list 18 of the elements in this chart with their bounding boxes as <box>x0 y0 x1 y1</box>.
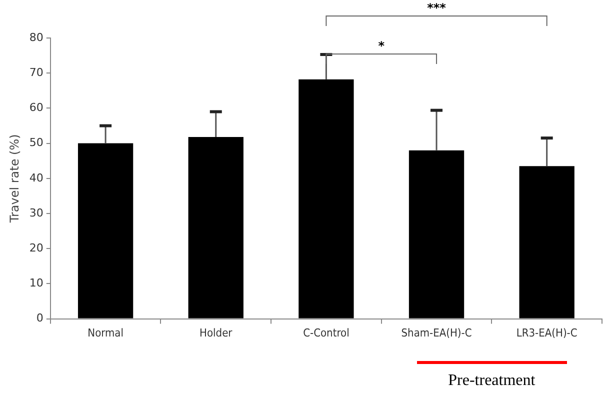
y-tick-label: 30 <box>29 206 44 220</box>
text: Pre-treatment <box>448 372 536 390</box>
y-tick-label: 0 <box>36 312 44 325</box>
y-tick-label: 50 <box>29 136 44 150</box>
text: *** <box>427 1 447 16</box>
x-tick-label: Normal <box>88 326 124 340</box>
y-tick-label: 60 <box>29 101 44 114</box>
y-tick-label: 80 <box>29 30 44 44</box>
y-tick-label: 70 <box>29 66 44 79</box>
x-tick-label: C-Control <box>303 326 350 340</box>
y-axis-title: Travel rate (%) <box>7 134 22 224</box>
y-tick-label: 20 <box>29 241 44 254</box>
x-tick-label: Sham-EA(H)-C <box>401 326 472 340</box>
x-tick-label: Holder <box>200 326 234 340</box>
y-tick-label: 40 <box>29 171 44 184</box>
x-tick-label: LR3-EA(H)-C <box>516 326 578 340</box>
annotation: * <box>378 39 386 54</box>
y-tick-label: 10 <box>29 276 44 290</box>
